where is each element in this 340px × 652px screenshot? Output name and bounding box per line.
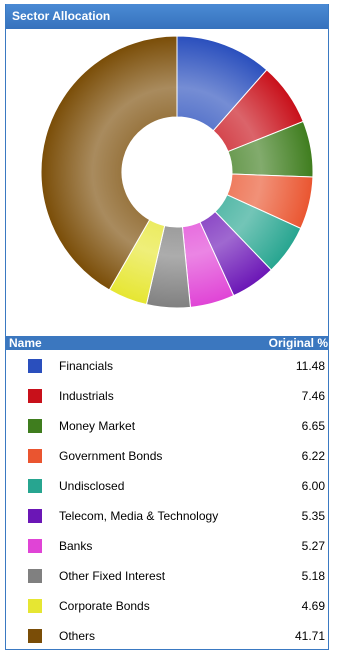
donut-chart bbox=[6, 29, 328, 339]
legend-value: 11.48 bbox=[295, 359, 325, 373]
legend-value: 4.69 bbox=[301, 599, 325, 613]
legend-row-financials: Financials 11.48 bbox=[6, 351, 328, 381]
legend-swatch bbox=[28, 389, 42, 403]
legend-value: 5.18 bbox=[301, 569, 325, 583]
original-percent-column-header: Original % bbox=[268, 336, 328, 350]
legend-label: Money Market bbox=[59, 419, 136, 433]
legend-swatch bbox=[28, 599, 42, 613]
legend-label: Undisclosed bbox=[59, 479, 125, 493]
legend-row-corporate-bonds: Corporate Bonds 4.69 bbox=[6, 591, 328, 621]
legend-value: 7.46 bbox=[301, 389, 325, 403]
legend-swatch bbox=[28, 629, 42, 643]
legend-row-industrials: Industrials 7.46 bbox=[6, 381, 328, 411]
legend-label: Corporate Bonds bbox=[59, 599, 150, 613]
legend-label: Industrials bbox=[59, 389, 114, 403]
legend-value: 6.22 bbox=[301, 449, 325, 463]
legend-label: Telecom, Media & Technology bbox=[59, 509, 219, 523]
donut-slice-others[interactable] bbox=[40, 35, 178, 291]
legend-table: Financials 11.48 Industrials 7.46 Money Mark… bbox=[6, 351, 328, 651]
legend-label: Government Bonds bbox=[59, 449, 163, 463]
legend-label: Others bbox=[59, 629, 96, 643]
sector-allocation-panel: Sector Allocation Name Original % Financ… bbox=[5, 4, 329, 650]
legend-row-money-market: Money Market 6.65 bbox=[6, 411, 328, 441]
donut-chart-svg bbox=[40, 35, 314, 309]
legend-swatch bbox=[28, 419, 42, 433]
legend-row-banks: Banks 5.27 bbox=[6, 531, 328, 561]
panel-title: Sector Allocation bbox=[6, 4, 328, 29]
legend-label: Other Fixed Interest bbox=[59, 569, 166, 583]
legend-row-undisclosed: Undisclosed 6.00 bbox=[6, 471, 328, 501]
legend-label: Financials bbox=[59, 359, 114, 373]
legend-swatch bbox=[28, 509, 42, 523]
legend-row-government-bonds: Government Bonds 6.22 bbox=[6, 441, 328, 471]
legend-swatch bbox=[28, 479, 42, 493]
legend-swatch bbox=[28, 449, 42, 463]
legend-table-header: Name Original % bbox=[6, 336, 328, 350]
legend-swatch bbox=[28, 539, 42, 553]
legend-value: 41.71 bbox=[294, 629, 325, 643]
legend-swatch bbox=[28, 359, 42, 373]
legend-row-others: Others 41.71 bbox=[6, 621, 328, 651]
name-column-header: Name bbox=[9, 336, 42, 350]
legend-value: 6.00 bbox=[301, 479, 325, 493]
legend-value: 5.35 bbox=[301, 509, 325, 523]
legend-swatch bbox=[28, 569, 42, 583]
legend-row-other-fixed-interest: Other Fixed Interest 5.18 bbox=[6, 561, 328, 591]
legend-label: Banks bbox=[59, 539, 93, 553]
legend-value: 6.65 bbox=[301, 419, 325, 433]
legend-value: 5.27 bbox=[301, 539, 325, 553]
legend-row-telecom-media-technology: Telecom, Media & Technology 5.35 bbox=[6, 501, 328, 531]
